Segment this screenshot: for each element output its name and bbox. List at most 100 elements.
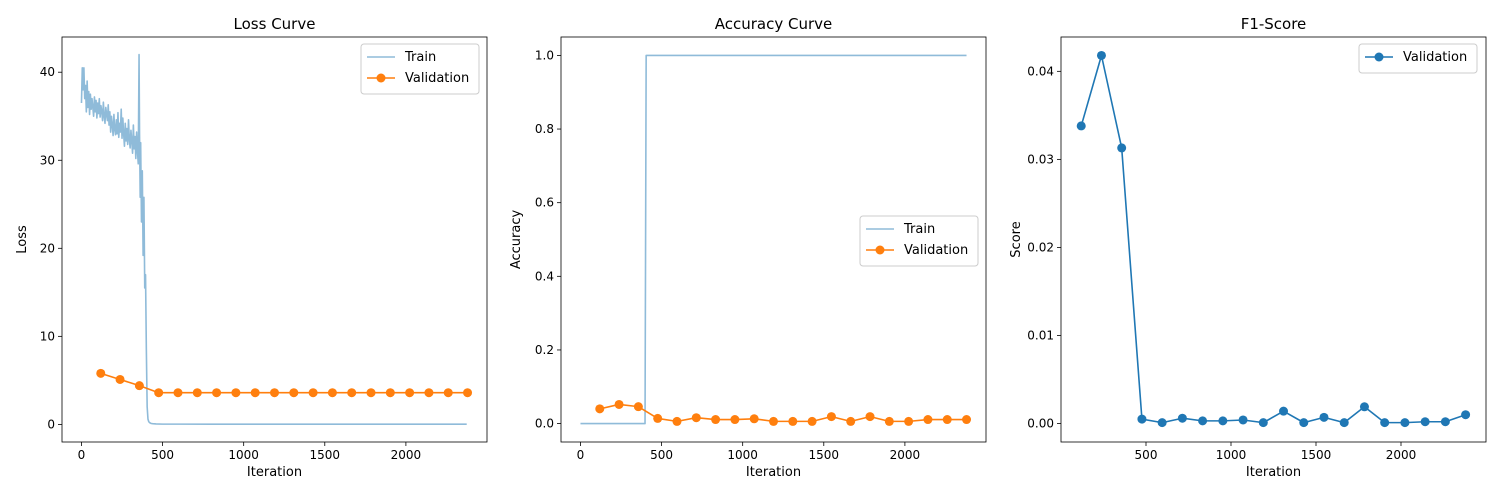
axes-frame: [61, 36, 488, 443]
data-point: [942, 415, 952, 425]
data-point: [1238, 415, 1248, 425]
data-point: [366, 388, 376, 398]
data-point: [1198, 416, 1208, 426]
x-tick-label: 1500: [809, 448, 840, 462]
data-point: [385, 388, 395, 398]
data-point: [463, 388, 473, 398]
y-tick-label: 0.00: [1027, 417, 1054, 431]
x-tick-label: 1000: [727, 448, 758, 462]
data-point: [633, 402, 643, 412]
data-point: [865, 412, 875, 422]
data-point: [212, 388, 222, 398]
data-point: [1420, 417, 1430, 427]
x-tick-label: 500: [650, 448, 673, 462]
y-tick-label: 0: [47, 417, 55, 431]
data-point: [1096, 50, 1106, 60]
y-tick-label: 0.4: [535, 269, 554, 283]
y-axis-label: Accuracy: [509, 210, 524, 270]
x-tick-label: 1500: [1301, 448, 1332, 462]
chart-title: Loss Curve: [234, 15, 316, 33]
legend-label: Validation: [405, 71, 469, 86]
data-point: [1279, 406, 1289, 416]
data-point: [192, 388, 202, 398]
data-point: [1319, 412, 1329, 422]
chart-panel-3: F1-Score 500 1000 1500 2000 0.00 0.01 0.02 0.03 0…: [1009, 15, 1487, 480]
data-point: [270, 388, 279, 398]
data-point: [1137, 414, 1147, 424]
x-axis-label: Iteration: [247, 465, 302, 480]
x-axis-label: Iteration: [1246, 465, 1301, 480]
legend: Validation: [1358, 43, 1478, 74]
data-point: [653, 413, 663, 423]
x-tick-label: 0: [78, 448, 86, 462]
data-point: [1380, 418, 1390, 428]
x-tick-label: 2000: [890, 448, 921, 462]
data-point: [173, 388, 183, 398]
data-point: [923, 415, 933, 425]
axes-frame: [1060, 36, 1487, 443]
data-point: [1359, 402, 1369, 412]
axes-frame: [560, 36, 987, 443]
legend-marker: [376, 73, 386, 83]
data-point: [405, 388, 415, 398]
y-tick-label: 20: [40, 241, 55, 255]
data-point: [672, 416, 682, 426]
series-line: [580, 54, 967, 425]
data-point: [1177, 413, 1187, 423]
y-tick-label: 0.04: [1027, 64, 1054, 78]
x-tick-label: 500: [1135, 448, 1158, 462]
y-tick-label: 40: [40, 65, 55, 79]
data-point: [327, 388, 337, 398]
data-point: [231, 388, 241, 398]
series-validation: [1076, 50, 1471, 428]
data-point: [443, 388, 453, 398]
data-point: [749, 414, 759, 424]
legend-label: Validation: [1403, 50, 1467, 65]
x-tick-label: 2000: [391, 448, 422, 462]
series-line: [1080, 54, 1466, 424]
data-point: [1157, 418, 1167, 428]
legend-marker: [875, 245, 885, 255]
series-train: [580, 54, 967, 425]
data-point: [826, 412, 836, 422]
x-tick-label: 500: [151, 448, 174, 462]
y-tick-label: 10: [40, 329, 55, 343]
data-point: [1339, 418, 1349, 428]
data-point: [1440, 417, 1450, 427]
data-point: [711, 415, 721, 425]
data-point: [1461, 410, 1471, 420]
data-point: [1258, 418, 1268, 428]
data-point: [730, 415, 740, 425]
data-point: [807, 416, 817, 426]
data-point: [691, 413, 701, 423]
legend-box: [1358, 43, 1478, 74]
data-point: [904, 416, 914, 426]
legend: Train Validation: [360, 43, 480, 95]
data-point: [347, 388, 357, 398]
y-axis-label: Score: [1009, 221, 1024, 257]
series-validation: [96, 368, 473, 398]
chart-panel-1: Loss Curve 0 500 1000 1500 2000 0 10 20 30 40 Itera…: [15, 15, 488, 480]
data-point: [96, 368, 106, 378]
data-point: [1218, 416, 1228, 426]
data-point: [289, 388, 299, 398]
data-point: [1117, 143, 1127, 153]
legend-label: Train: [903, 222, 935, 237]
legend-label: Train: [404, 50, 436, 65]
y-tick-label: 0.8: [535, 122, 554, 136]
data-point: [769, 416, 778, 426]
data-point: [595, 404, 605, 414]
data-point: [846, 416, 856, 426]
data-point: [788, 416, 798, 426]
y-tick-label: 0.0: [535, 417, 554, 431]
y-tick-label: 0.03: [1027, 152, 1054, 166]
legend-label: Validation: [904, 243, 968, 258]
y-tick-label: 0.6: [535, 196, 554, 210]
data-point: [1299, 418, 1309, 428]
legend-marker: [1374, 52, 1384, 62]
y-tick-label: 1.0: [535, 48, 554, 62]
series-train: [80, 53, 467, 426]
data-point: [1076, 121, 1086, 131]
chart-title: F1-Score: [1241, 15, 1307, 33]
